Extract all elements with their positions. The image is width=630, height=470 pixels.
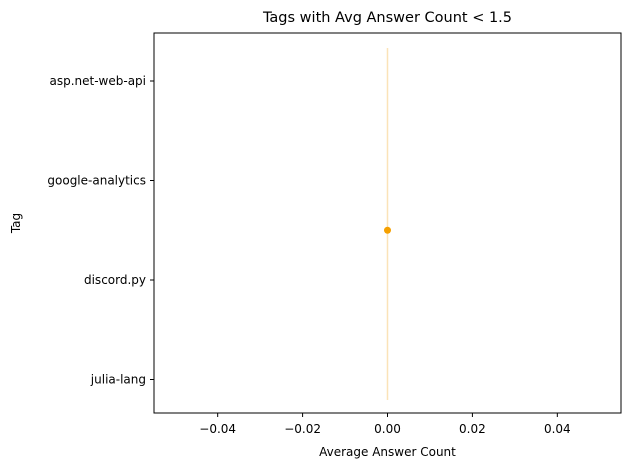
x-tick-label: 0.00 bbox=[374, 422, 401, 436]
y-axis: asp.net-web-api google-analytics discord.p… bbox=[47, 74, 154, 387]
x-tick-label: −0.04 bbox=[199, 422, 236, 436]
plot-marks bbox=[384, 226, 391, 234]
x-axis-label: Average Answer Count bbox=[319, 445, 456, 459]
x-tick-label: 0.02 bbox=[459, 422, 486, 436]
y-axis-label: Tag bbox=[9, 213, 23, 234]
chart-title: Tags with Avg Answer Count < 1.5 bbox=[262, 10, 512, 26]
y-tick-label: julia-lang bbox=[90, 373, 146, 387]
y-tick-label: google-analytics bbox=[47, 174, 146, 188]
x-tick-label: 0.04 bbox=[544, 422, 571, 436]
x-axis: −0.04 −0.02 0.00 0.02 0.04 bbox=[199, 413, 571, 436]
y-tick-label: asp.net-web-api bbox=[49, 74, 146, 88]
x-tick-label: −0.02 bbox=[284, 422, 321, 436]
data-point bbox=[384, 226, 391, 234]
y-tick-label: discord.py bbox=[84, 273, 146, 287]
